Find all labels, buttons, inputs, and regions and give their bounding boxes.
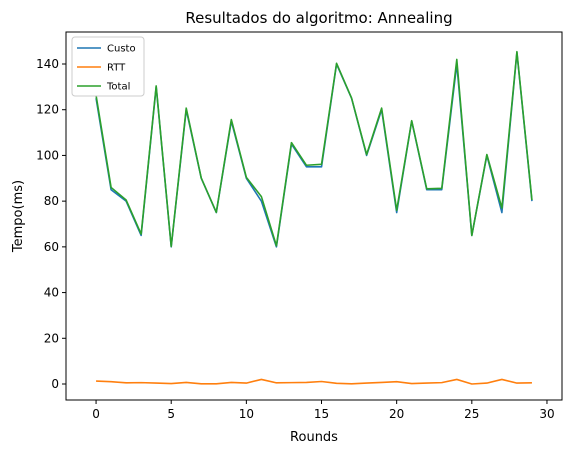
series-line-rtt xyxy=(96,378,532,385)
plot-frame xyxy=(65,31,563,401)
x-tick-label: 30 xyxy=(539,407,554,421)
x-axis: 0 5 10 15 20 25 30 xyxy=(92,400,555,421)
x-tick-label: 20 xyxy=(389,407,404,421)
y-tick-label: 140 xyxy=(36,57,59,71)
y-tick-label: 0 xyxy=(51,377,59,391)
legend-label-total: Total xyxy=(106,82,130,93)
x-tick-label: 25 xyxy=(464,407,479,421)
y-tick-label: 80 xyxy=(44,194,59,208)
x-tick-label: 5 xyxy=(167,407,175,421)
series-lines xyxy=(95,50,533,385)
legend-label-rtt: RTT xyxy=(107,63,126,74)
x-tick-label: 15 xyxy=(314,407,329,421)
series-line-total xyxy=(95,50,533,248)
x-tick-label: 10 xyxy=(239,407,254,421)
y-tick-label: 40 xyxy=(44,286,59,300)
y-tick-label: 100 xyxy=(36,148,59,162)
y-axis: 0 20 40 60 80 100 120 140 xyxy=(36,57,66,391)
y-tick-label: 60 xyxy=(44,240,59,254)
legend-box xyxy=(71,36,145,97)
y-tick-label: 20 xyxy=(44,331,59,345)
plot-area xyxy=(65,31,563,401)
legend-label-custo: Custo xyxy=(107,44,136,55)
chart-title: Resultados do algoritmo: Annealing xyxy=(185,9,452,27)
y-axis-label: Tempo(ms) xyxy=(11,180,26,253)
x-tick-label: 0 xyxy=(92,407,100,421)
x-axis-label: Rounds xyxy=(290,430,338,445)
y-tick-label: 120 xyxy=(36,103,59,117)
legend: Custo RTT Total xyxy=(71,36,145,97)
